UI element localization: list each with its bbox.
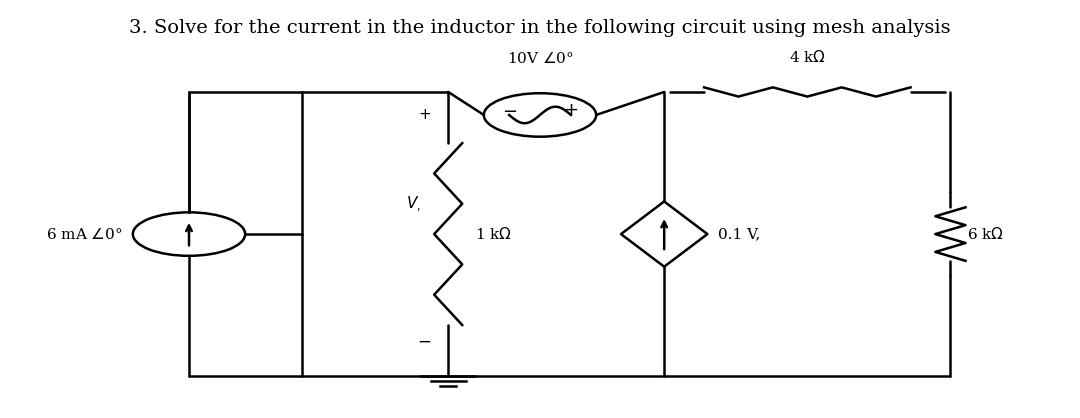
Text: $+$: $+$ xyxy=(418,108,431,122)
Text: 4 k$\Omega$: 4 k$\Omega$ xyxy=(788,49,826,65)
Text: 3. Solve for the current in the inductor in the following circuit using mesh ana: 3. Solve for the current in the inductor… xyxy=(130,19,950,37)
Text: $-$: $-$ xyxy=(501,100,516,119)
Text: $+$: $+$ xyxy=(564,100,579,119)
Text: 0.1 V,: 0.1 V, xyxy=(718,227,760,241)
Text: 6 k$\Omega$: 6 k$\Omega$ xyxy=(967,226,1003,242)
Text: $V_,$: $V_,$ xyxy=(406,195,421,214)
Text: 10V $\angle$0°: 10V $\angle$0° xyxy=(507,51,573,66)
Text: 1 k$\Omega$: 1 k$\Omega$ xyxy=(475,226,512,242)
Text: 6 mA $\angle$0°: 6 mA $\angle$0° xyxy=(45,227,122,242)
Text: $-$: $-$ xyxy=(417,332,432,349)
